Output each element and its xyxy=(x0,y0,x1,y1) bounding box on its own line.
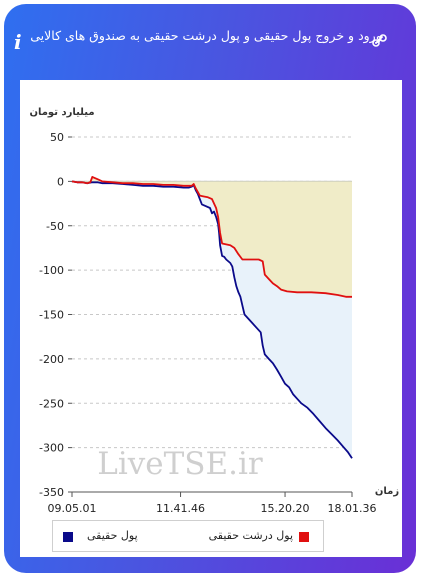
y-tick-label: -50 xyxy=(46,220,64,233)
chart-title: ورود و خروج پول حقیقی و پول درشت حقیقی ب… xyxy=(30,28,382,43)
series-lines xyxy=(71,175,353,459)
x-tick-label: 18.01.36 xyxy=(328,502,377,515)
chart-legend: پول درشت حقیقی پول حقیقی xyxy=(52,520,324,552)
series-line-big-real xyxy=(71,175,352,298)
y-tick-label: -300 xyxy=(39,442,64,455)
legend-swatch-real xyxy=(63,532,73,542)
x-tick-label: 11.41.46 xyxy=(156,502,205,515)
legend-label-big-real[interactable]: پول درشت حقیقی xyxy=(208,529,293,542)
y-tick-label: -150 xyxy=(39,309,64,322)
x-tick-label: 09.05.01 xyxy=(48,502,97,515)
y-tick-label: -350 xyxy=(39,486,64,499)
legend-swatch-big-real xyxy=(299,532,309,542)
series-line-real xyxy=(71,180,353,459)
y-tick-label: -100 xyxy=(39,264,64,277)
watermark: LiveTSE.ir xyxy=(97,446,263,482)
legend-label-real[interactable]: پول حقیقی xyxy=(87,529,138,542)
x-axis-title: زمان xyxy=(375,486,399,497)
y-axis-ticks: 50 0 -50 -100 -150 -200 -250 -300 -350 xyxy=(39,131,72,499)
series-areas xyxy=(72,176,352,459)
y-tick-label: -200 xyxy=(39,353,64,366)
y-tick-label: 50 xyxy=(50,131,64,144)
info-icon[interactable]: i xyxy=(14,30,22,54)
x-tick-label: 15.20.20 xyxy=(261,502,310,515)
x-axis-ticks: 09.05.01 11.41.46 15.20.20 18.01.36 xyxy=(48,492,377,515)
link-icon[interactable] xyxy=(372,34,388,48)
y-axis-title: میلیارد تومان xyxy=(29,107,94,118)
y-tick-label: -250 xyxy=(39,397,64,410)
series-area-big-real xyxy=(72,176,352,297)
y-tick-label: 0 xyxy=(57,175,64,188)
